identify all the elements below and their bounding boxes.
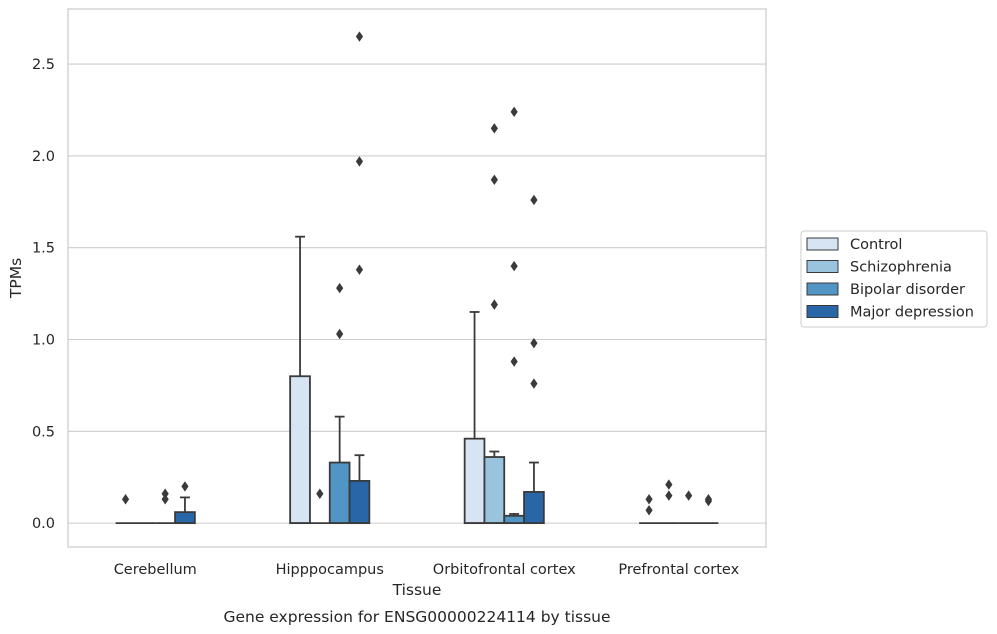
outlier-point — [510, 260, 518, 272]
box — [503, 514, 525, 525]
outlier-point — [510, 356, 518, 367]
outlier-point — [355, 264, 364, 275]
y-tick-label: 2.0 — [32, 149, 55, 165]
outlier-point — [161, 488, 169, 499]
legend-swatch — [806, 282, 839, 296]
y-axis-label: TPMs — [7, 258, 25, 299]
plot-frame — [67, 8, 767, 548]
outlier-point — [355, 156, 364, 167]
plot-background — [68, 9, 766, 547]
legend-frame — [800, 230, 988, 328]
x-tick-label: Prefrontal cortex — [618, 562, 739, 578]
outlier-point — [490, 174, 498, 185]
legend-swatch — [806, 260, 839, 273]
box — [483, 456, 506, 525]
x-tick-label: Hipppocampus — [276, 562, 384, 578]
outlier-point — [645, 505, 653, 516]
outlier-point — [355, 31, 364, 42]
box — [523, 491, 545, 525]
box — [463, 437, 486, 525]
outlier-point — [645, 494, 653, 505]
box — [289, 375, 311, 525]
outlier-point — [490, 299, 498, 310]
legend-entry: Schizophrenia — [850, 260, 952, 276]
box — [328, 461, 351, 525]
legend-swatch — [806, 237, 839, 251]
y-tick-label: 2.5 — [32, 57, 55, 73]
outlier-point — [121, 494, 130, 505]
outlier-point — [336, 328, 344, 340]
legend-entry: Control — [850, 237, 902, 253]
y-tick-label: 1.5 — [32, 241, 55, 257]
legend-swatch — [806, 305, 839, 318]
outlier-point — [490, 123, 498, 134]
legend-entry: Major depression — [850, 305, 974, 321]
x-tick-label: Orbitofrontal cortex — [433, 562, 576, 578]
legend: Control Schizophrenia Bipolar disorder Majo… — [800, 230, 988, 328]
x-tick-labels: Cerebellum Hipppocampus Orbitofrontal cort… — [114, 562, 740, 578]
box-series — [115, 31, 719, 525]
outlier-point — [665, 490, 673, 501]
outlier-point — [161, 494, 169, 505]
legend-entry: Bipolar disorder — [850, 282, 965, 298]
y-tick-label: 0.0 — [32, 516, 55, 532]
outlier-point — [704, 494, 713, 505]
x-tick-label: Cerebellum — [114, 562, 197, 578]
outlier-point — [530, 337, 538, 349]
outlier-point — [510, 106, 518, 118]
outlier-point — [336, 282, 344, 294]
y-tick-label: 0.5 — [32, 424, 55, 440]
chart-title: Gene expression for ENSG00000224114 by t… — [223, 608, 610, 626]
outlier-point — [181, 481, 189, 492]
outlier-point — [685, 490, 693, 501]
outlier-point — [530, 194, 538, 206]
outlier-point — [530, 378, 538, 389]
y-tick-label: 1.0 — [32, 333, 55, 349]
box — [174, 511, 196, 525]
box — [348, 479, 371, 525]
outlier-point — [665, 479, 673, 490]
y-tick-labels: 0.0 0.5 1.0 1.5 2.0 2.5 — [32, 57, 55, 532]
x-axis-label: Tissue — [392, 581, 442, 599]
outlier-point — [316, 488, 324, 499]
